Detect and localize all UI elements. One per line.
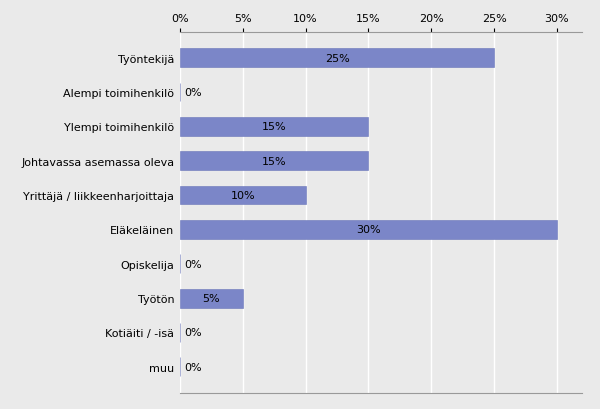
- Bar: [180, 289, 243, 308]
- Text: 0%: 0%: [184, 259, 202, 269]
- Text: 15%: 15%: [262, 122, 287, 132]
- Bar: [180, 152, 368, 171]
- Text: 0%: 0%: [184, 362, 202, 372]
- Text: 15%: 15%: [262, 156, 287, 166]
- Text: 5%: 5%: [203, 293, 220, 303]
- Text: 0%: 0%: [184, 328, 202, 337]
- Bar: [180, 49, 494, 68]
- Text: 0%: 0%: [184, 88, 202, 98]
- Bar: [180, 220, 557, 239]
- Text: 30%: 30%: [356, 225, 381, 235]
- Text: 25%: 25%: [325, 54, 349, 63]
- Text: 10%: 10%: [230, 191, 255, 200]
- Bar: [180, 118, 368, 137]
- Bar: [180, 186, 305, 205]
